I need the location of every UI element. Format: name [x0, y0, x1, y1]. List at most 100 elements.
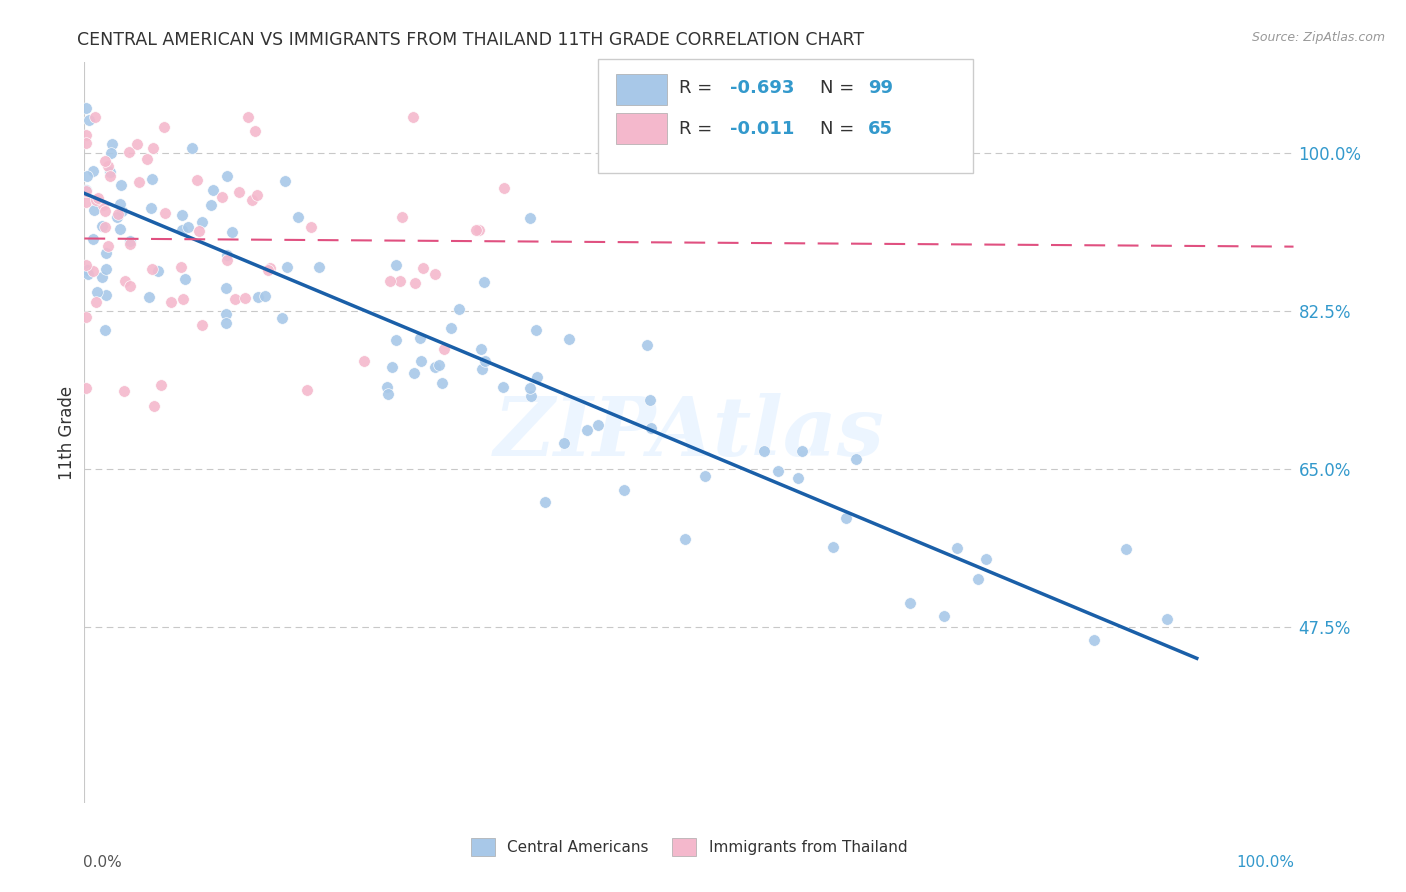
Point — [94, 246, 117, 260]
Point — [87, 191, 110, 205]
Point — [190, 215, 212, 229]
Point — [186, 173, 208, 187]
Text: N =: N = — [820, 79, 859, 97]
Point — [215, 281, 238, 295]
Point — [221, 225, 243, 239]
Point — [432, 376, 454, 390]
Point — [94, 322, 117, 336]
Point — [108, 222, 131, 236]
Point — [118, 236, 141, 251]
Text: CENTRAL AMERICAN VS IMMIGRANTS FROM THAILAND 11TH GRADE CORRELATION CHART: CENTRAL AMERICAN VS IMMIGRANTS FROM THAI… — [77, 31, 865, 49]
Point — [520, 389, 543, 403]
Point — [308, 260, 330, 274]
Point — [945, 541, 967, 555]
Point — [228, 185, 250, 199]
Point — [439, 321, 461, 335]
Point — [215, 307, 238, 321]
Point — [492, 181, 515, 195]
Point — [934, 608, 956, 623]
Point — [377, 380, 399, 394]
Text: -0.011: -0.011 — [730, 120, 794, 138]
Y-axis label: 11th Grade: 11th Grade — [58, 385, 76, 480]
Point — [287, 210, 309, 224]
Point — [353, 353, 375, 368]
Point — [110, 178, 132, 193]
Point — [105, 210, 128, 224]
Point — [135, 152, 157, 166]
Point — [84, 194, 107, 208]
Point — [238, 110, 260, 124]
Point — [75, 310, 97, 325]
Point — [468, 222, 491, 236]
Point — [790, 444, 813, 458]
Point — [253, 289, 276, 303]
Point — [94, 220, 117, 235]
Point — [385, 333, 408, 347]
Point — [149, 377, 172, 392]
Point — [898, 596, 921, 610]
Point — [82, 232, 104, 246]
Point — [118, 145, 141, 160]
Point — [174, 272, 197, 286]
Point — [77, 112, 100, 127]
Point — [534, 495, 557, 509]
Point — [474, 354, 496, 368]
Point — [118, 234, 141, 248]
Point — [84, 295, 107, 310]
Point — [118, 279, 141, 293]
Point — [967, 572, 990, 586]
Point — [381, 359, 404, 374]
Point — [94, 288, 117, 302]
Point — [201, 183, 224, 197]
Point — [141, 261, 163, 276]
Point — [215, 253, 238, 268]
Point — [200, 198, 222, 212]
Point — [378, 274, 401, 288]
Text: 100.0%: 100.0% — [1237, 855, 1295, 870]
Point — [75, 128, 97, 142]
Point — [673, 532, 696, 546]
Point — [94, 262, 117, 277]
Text: 99: 99 — [868, 79, 893, 97]
Point — [297, 383, 319, 397]
Point — [384, 258, 406, 272]
Point — [138, 290, 160, 304]
Text: R =: R = — [679, 120, 718, 138]
Point — [170, 208, 193, 222]
Point — [299, 219, 322, 234]
Point — [169, 260, 191, 275]
Point — [1115, 541, 1137, 556]
Point — [974, 551, 997, 566]
Legend: Central Americans, Immigrants from Thailand: Central Americans, Immigrants from Thail… — [464, 832, 914, 862]
Point — [75, 183, 97, 197]
Point — [172, 292, 194, 306]
Point — [76, 262, 98, 277]
Point — [274, 173, 297, 187]
Point — [638, 393, 661, 408]
Point — [76, 169, 98, 184]
Point — [83, 110, 105, 124]
Point — [128, 175, 150, 189]
Point — [695, 469, 717, 483]
Point — [423, 268, 446, 282]
Point — [143, 399, 166, 413]
Point — [75, 136, 97, 150]
Point — [271, 311, 294, 326]
Point — [93, 153, 115, 168]
Point — [139, 201, 162, 215]
Point — [224, 292, 246, 306]
Point — [433, 342, 456, 356]
Point — [114, 274, 136, 288]
Point — [153, 120, 176, 134]
Point — [821, 540, 844, 554]
Text: 65: 65 — [868, 120, 893, 138]
Point — [93, 197, 115, 211]
Point — [526, 370, 548, 384]
FancyBboxPatch shape — [599, 59, 973, 173]
Point — [191, 318, 214, 332]
Text: 0.0%: 0.0% — [83, 855, 122, 870]
Point — [640, 420, 662, 434]
Point — [472, 275, 495, 289]
FancyBboxPatch shape — [616, 73, 668, 104]
Point — [389, 274, 412, 288]
